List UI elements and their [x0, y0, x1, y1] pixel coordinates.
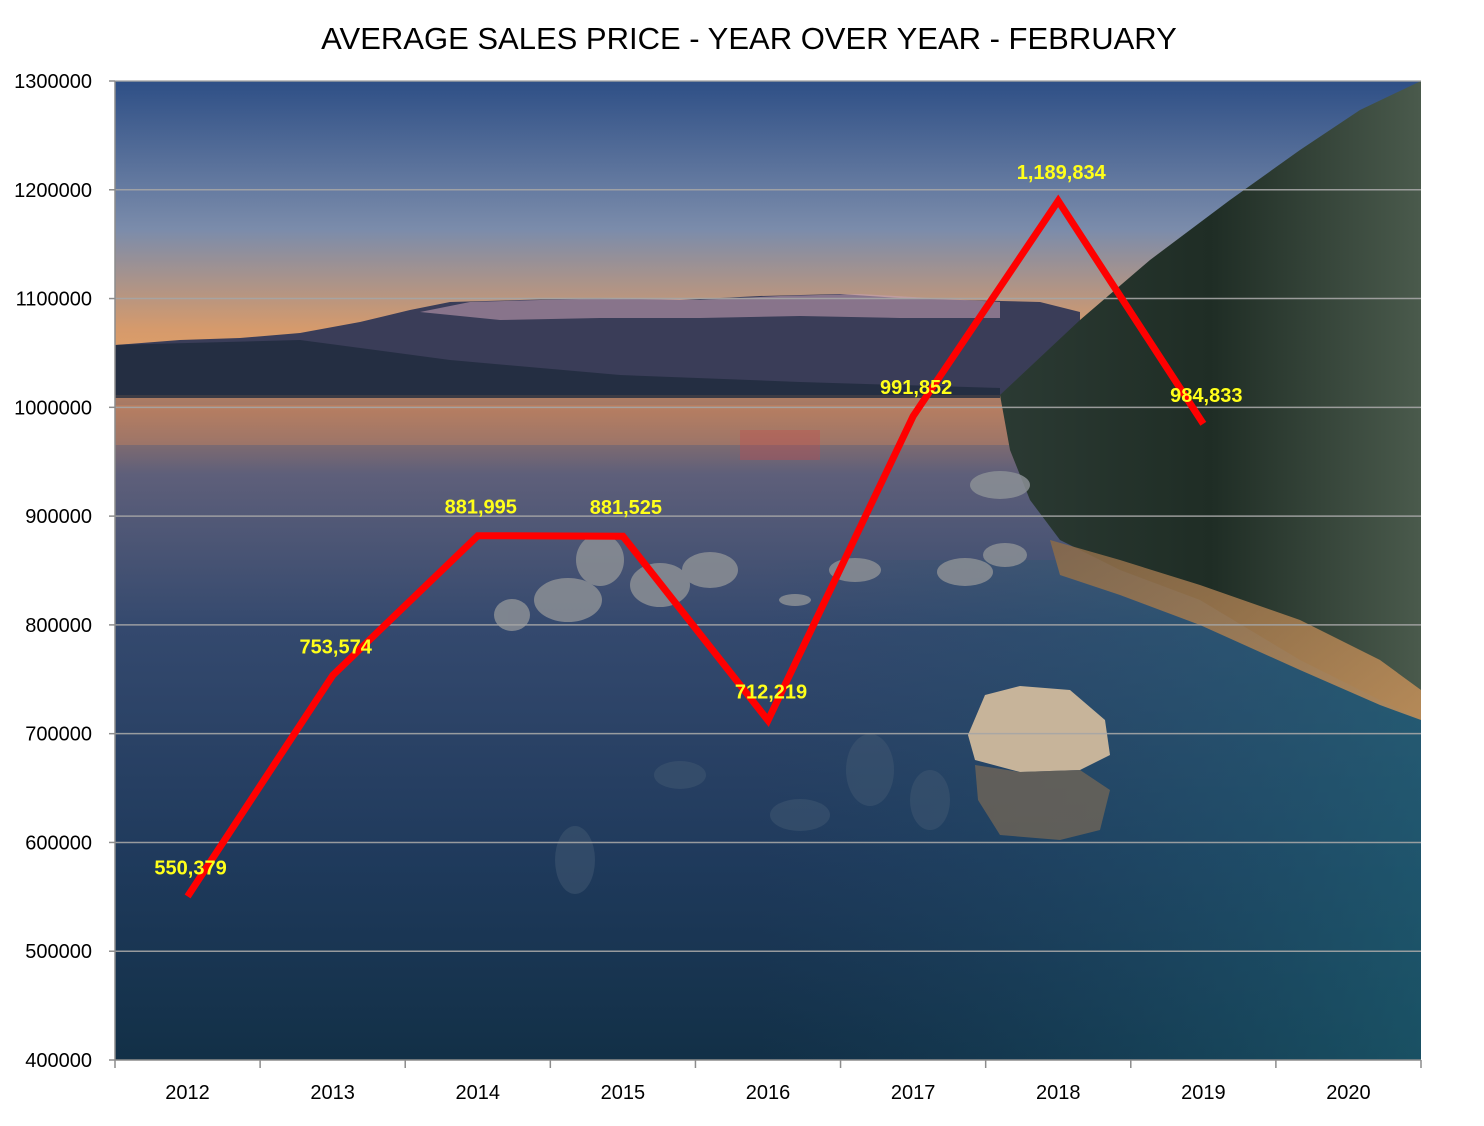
data-label: 984,833	[1170, 385, 1242, 407]
data-label: 881,995	[445, 497, 517, 519]
x-tick-label: 2012	[165, 1082, 210, 1104]
y-tick-label: 1300000	[14, 71, 92, 93]
data-labels: 550,379 753,574 881,995 881,525 712,219 991,8…	[154, 162, 1242, 880]
series-line-path	[184, 194, 1207, 899]
series-line	[184, 194, 1207, 899]
data-label: 1,189,834	[1017, 162, 1107, 184]
y-tick-label: 1100000	[16, 289, 92, 311]
y-tick-label: 500000	[25, 941, 92, 963]
gridlines	[115, 80, 1421, 952]
y-tick-label: 800000	[25, 615, 92, 637]
y-tick-label: 900000	[25, 506, 92, 528]
data-label: 550,379	[154, 857, 226, 879]
axes: 400000 500000 600000 700000 800000 900000 1000…	[14, 71, 1422, 1104]
x-tick-label: 2016	[746, 1082, 791, 1104]
x-tick-label: 2020	[1326, 1082, 1371, 1104]
data-label: 712,219	[735, 681, 807, 703]
chart-title: AVERAGE SALES PRICE - YEAR OVER YEAR - F…	[321, 21, 1177, 56]
x-tick-label: 2013	[310, 1082, 355, 1104]
background-photo	[115, 81, 1421, 1060]
data-label: 881,525	[590, 497, 662, 519]
x-tick-label: 2014	[456, 1082, 501, 1104]
y-tick-label: 1200000	[14, 180, 92, 202]
y-tick-label: 600000	[25, 832, 92, 854]
x-tick-label: 2018	[1036, 1082, 1081, 1104]
data-label: 991,852	[880, 377, 952, 399]
x-tick-label: 2017	[891, 1082, 936, 1104]
data-label: 753,574	[300, 636, 373, 658]
y-tick-label: 400000	[25, 1050, 92, 1072]
y-tick-label: 1000000	[14, 397, 92, 419]
y-tick-label: 700000	[25, 724, 92, 746]
x-tick-label: 2019	[1181, 1082, 1226, 1104]
x-tick-label: 2015	[601, 1082, 646, 1104]
